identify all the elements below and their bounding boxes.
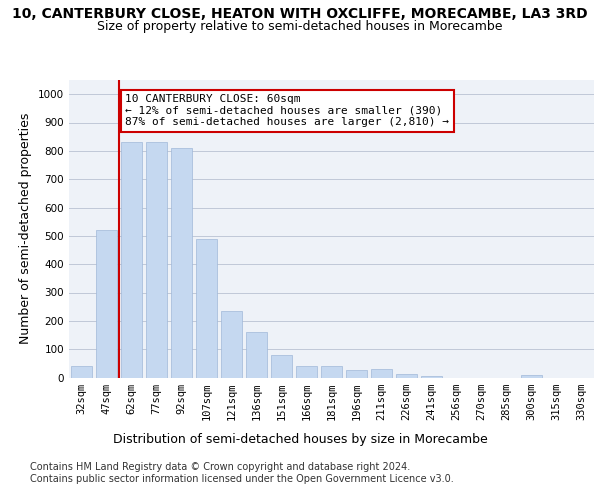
Bar (396, 374, 417, 378)
Text: 10 CANTERBURY CLOSE: 60sqm
← 12% of semi-detached houses are smaller (390)
87% o: 10 CANTERBURY CLOSE: 60sqm ← 12% of semi… (125, 94, 449, 128)
Bar (71, 366, 92, 378)
Text: Size of property relative to semi-detached houses in Morecambe: Size of property relative to semi-detach… (97, 20, 503, 33)
Bar (246, 332, 267, 378)
Bar (421, 376, 442, 378)
Bar (371, 369, 392, 378)
Y-axis label: Number of semi-detached properties: Number of semi-detached properties (19, 113, 32, 344)
Text: 10, CANTERBURY CLOSE, HEATON WITH OXCLIFFE, MORECAMBE, LA3 3RD: 10, CANTERBURY CLOSE, HEATON WITH OXCLIF… (12, 8, 588, 22)
Text: Contains public sector information licensed under the Open Government Licence v3: Contains public sector information licen… (30, 474, 454, 484)
Bar (196, 238, 217, 378)
Bar (146, 142, 167, 378)
Bar (171, 148, 192, 378)
Bar (121, 142, 142, 378)
Bar (521, 374, 542, 378)
Bar (296, 366, 317, 378)
Bar (346, 370, 367, 378)
Text: Contains HM Land Registry data © Crown copyright and database right 2024.: Contains HM Land Registry data © Crown c… (30, 462, 410, 472)
Bar (271, 356, 292, 378)
Text: Distribution of semi-detached houses by size in Morecambe: Distribution of semi-detached houses by … (113, 432, 487, 446)
Bar (221, 311, 242, 378)
Bar (96, 230, 117, 378)
Bar (321, 366, 342, 378)
